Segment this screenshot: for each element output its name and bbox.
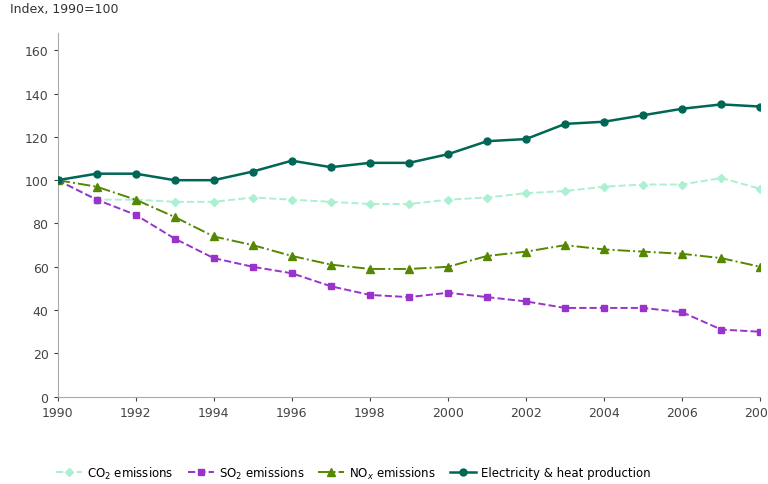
Legend: CO$_2$ emissions, SO$_2$ emissions, NO$_x$ emissions, Electricity & heat product: CO$_2$ emissions, SO$_2$ emissions, NO$_… bbox=[57, 465, 650, 481]
Text: Index, 1990=100: Index, 1990=100 bbox=[10, 3, 118, 16]
